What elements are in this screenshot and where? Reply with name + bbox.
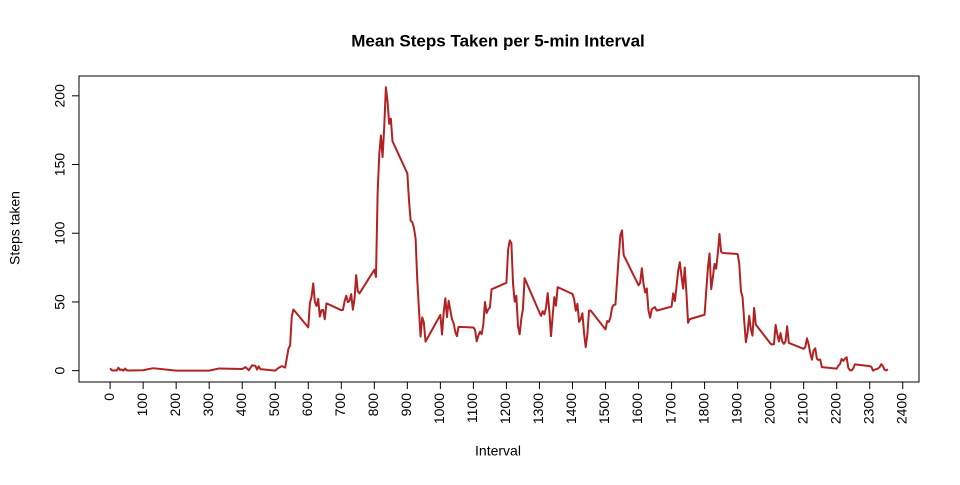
x-tick-label: 100	[134, 393, 150, 417]
x-tick-label: 800	[365, 393, 381, 417]
x-tick-label: 1300	[530, 393, 546, 424]
plot-frame	[78, 75, 920, 383]
x-tick-label: 1200	[497, 393, 513, 424]
y-tick-label: 0	[52, 367, 68, 375]
x-tick-label: 2100	[794, 393, 810, 424]
x-tick-label: 900	[398, 393, 414, 417]
x-tick-label: 2400	[893, 393, 909, 424]
x-tick-label: 600	[299, 393, 315, 417]
x-tick-label: 2200	[827, 393, 843, 424]
x-tick-label: 1000	[431, 393, 447, 424]
x-tick-label: 1400	[563, 393, 579, 424]
x-tick-label: 1800	[695, 393, 711, 424]
x-tick-label: 2300	[860, 393, 876, 424]
x-axis-label: Interval	[475, 443, 521, 459]
x-tick-label: 2000	[761, 393, 777, 424]
x-tick-label: 1900	[728, 393, 744, 424]
x-tick-label: 1700	[662, 393, 678, 424]
x-tick-label: 500	[266, 393, 282, 417]
x-tick-label: 200	[167, 393, 183, 417]
y-tick-label: 50	[52, 294, 68, 310]
x-tick-label: 1100	[464, 393, 480, 423]
y-tick-label: 200	[52, 84, 68, 108]
x-tick-label: 400	[233, 393, 249, 417]
x-tick-label: 1500	[596, 393, 612, 424]
x-tick-label: 1600	[629, 393, 645, 424]
data-line	[109, 86, 889, 372]
y-tick-label: 100	[52, 221, 68, 245]
x-tick-label: 700	[332, 393, 348, 417]
x-tick-label: 0	[101, 393, 117, 401]
y-axis-label: Steps taken	[7, 191, 23, 265]
chart-title: Mean Steps Taken per 5-min Interval	[351, 31, 645, 50]
x-tick-label: 300	[200, 393, 216, 417]
y-tick-label: 150	[52, 153, 68, 177]
